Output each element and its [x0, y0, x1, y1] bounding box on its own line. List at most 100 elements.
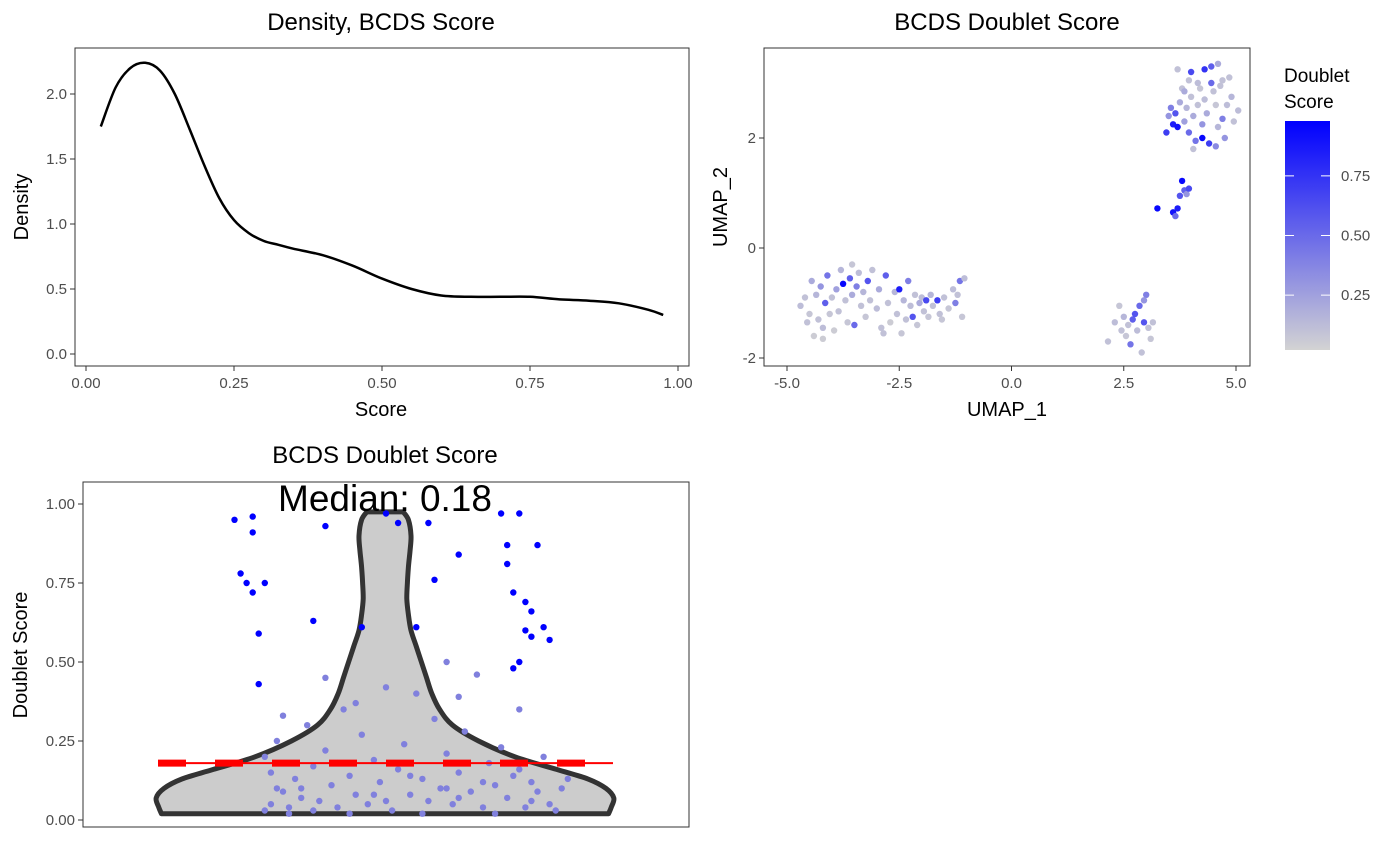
violin-y-label: Doublet Score [10, 592, 32, 719]
violin-point [431, 576, 438, 583]
umap-x-label: UMAP_1 [967, 399, 1047, 421]
umap-point [896, 286, 903, 293]
umap-x-tick-label: -5.0 [774, 375, 800, 392]
violin-point [334, 804, 341, 811]
violin-point [467, 788, 474, 795]
umap-point [804, 319, 811, 326]
violin-panel: BCDS Doublet Score 0.000.250.500.751.00 … [10, 442, 690, 829]
violin-point [388, 807, 396, 814]
density-y-tick-label: 2.0 [46, 86, 67, 103]
violin-point [479, 804, 487, 811]
umap-point [848, 291, 856, 298]
umap-point [1226, 74, 1233, 81]
umap-panel: BCDS Doublet Score -2 0 2 -5.0 -2.5 0.0 2.5 5.… [710, 9, 1370, 421]
umap-point [828, 294, 836, 301]
umap-point [810, 332, 818, 340]
violin-point [419, 810, 426, 817]
violin-point [358, 731, 365, 738]
violin-point [540, 624, 547, 631]
violin-point [443, 785, 450, 792]
umap-point [914, 321, 921, 329]
umap-point [1187, 93, 1195, 101]
violin-point [279, 788, 287, 795]
umap-point [1219, 77, 1226, 84]
umap-point [830, 327, 838, 334]
violin-point [528, 778, 535, 786]
violin-point [413, 690, 420, 697]
umap-point [1181, 88, 1188, 95]
median-annotation: Median: 0.18 [278, 478, 492, 519]
legend-title-line-2: Score [1284, 92, 1334, 113]
umap-point [1154, 205, 1161, 212]
violin-point [455, 794, 462, 802]
violin-y-tick-label: 0.25 [46, 733, 75, 750]
umap-point [1174, 205, 1181, 212]
umap-point [1174, 123, 1181, 131]
violin-point [255, 680, 262, 688]
violin-point [322, 522, 329, 530]
density-y-label: Density [11, 174, 33, 241]
umap-point [1235, 107, 1242, 114]
violin-point [449, 801, 456, 808]
violin-point [516, 658, 523, 666]
umap-point [851, 321, 858, 329]
umap-point [1187, 68, 1195, 76]
density-x-tick-label: 0.25 [219, 375, 248, 392]
violin-point [273, 737, 281, 745]
violin-point [455, 551, 462, 558]
umap-point [1194, 101, 1202, 109]
violin-y-tick-label: 0.00 [46, 812, 75, 829]
umap-point [1223, 101, 1231, 109]
violin-point [340, 706, 347, 713]
umap-point [1140, 319, 1148, 326]
umap-point [1145, 324, 1152, 331]
umap-point [1134, 327, 1141, 334]
umap-point [875, 286, 883, 293]
umap-point [1172, 110, 1179, 117]
umap-point [1190, 112, 1197, 120]
violin-point [249, 513, 256, 520]
umap-point [945, 305, 952, 312]
violin-point [516, 510, 523, 517]
violin-point [394, 519, 402, 527]
density-y-tick-label: 0.0 [46, 346, 67, 363]
umap-point [1185, 129, 1193, 136]
umap-point [1230, 118, 1238, 125]
umap-point [1163, 129, 1170, 136]
umap-point [920, 308, 928, 315]
violin-point [413, 624, 420, 631]
density-title: Density, BCDS Score [267, 9, 495, 36]
violin-point [528, 608, 535, 615]
umap-point [1214, 60, 1222, 67]
umap-point [916, 299, 923, 307]
violin-point [546, 636, 553, 644]
umap-point [1118, 327, 1125, 334]
legend-title-line-1: Doublet [1284, 66, 1350, 87]
umap-title: BCDS Doublet Score [894, 9, 1119, 36]
umap-point [1210, 88, 1217, 95]
umap-point [1190, 145, 1197, 153]
violin-point [510, 665, 517, 672]
violin-point [558, 785, 565, 792]
violin-point [540, 753, 547, 760]
umap-point [1228, 93, 1235, 101]
violin-point [346, 772, 353, 779]
umap-point [833, 286, 840, 293]
violin-point [497, 510, 505, 517]
density-panel: Density, BCDS Score 0.0 0.5 1.0 1.5 2.0 0.00… [11, 9, 693, 421]
violin-point [564, 775, 571, 783]
umap-point [1208, 63, 1215, 70]
umap-point [1219, 115, 1226, 123]
umap-point [1167, 104, 1175, 112]
legend-tick-label: 0.50 [1341, 228, 1370, 245]
umap-point [898, 330, 905, 337]
umap-point [909, 313, 916, 320]
violin-point [516, 766, 523, 773]
violin-point [352, 699, 359, 707]
umap-x-tick-label: 2.5 [1113, 375, 1134, 392]
umap-point [1217, 82, 1224, 90]
umap-point [884, 299, 892, 307]
violin-point [370, 756, 378, 764]
violin-point [285, 804, 293, 811]
